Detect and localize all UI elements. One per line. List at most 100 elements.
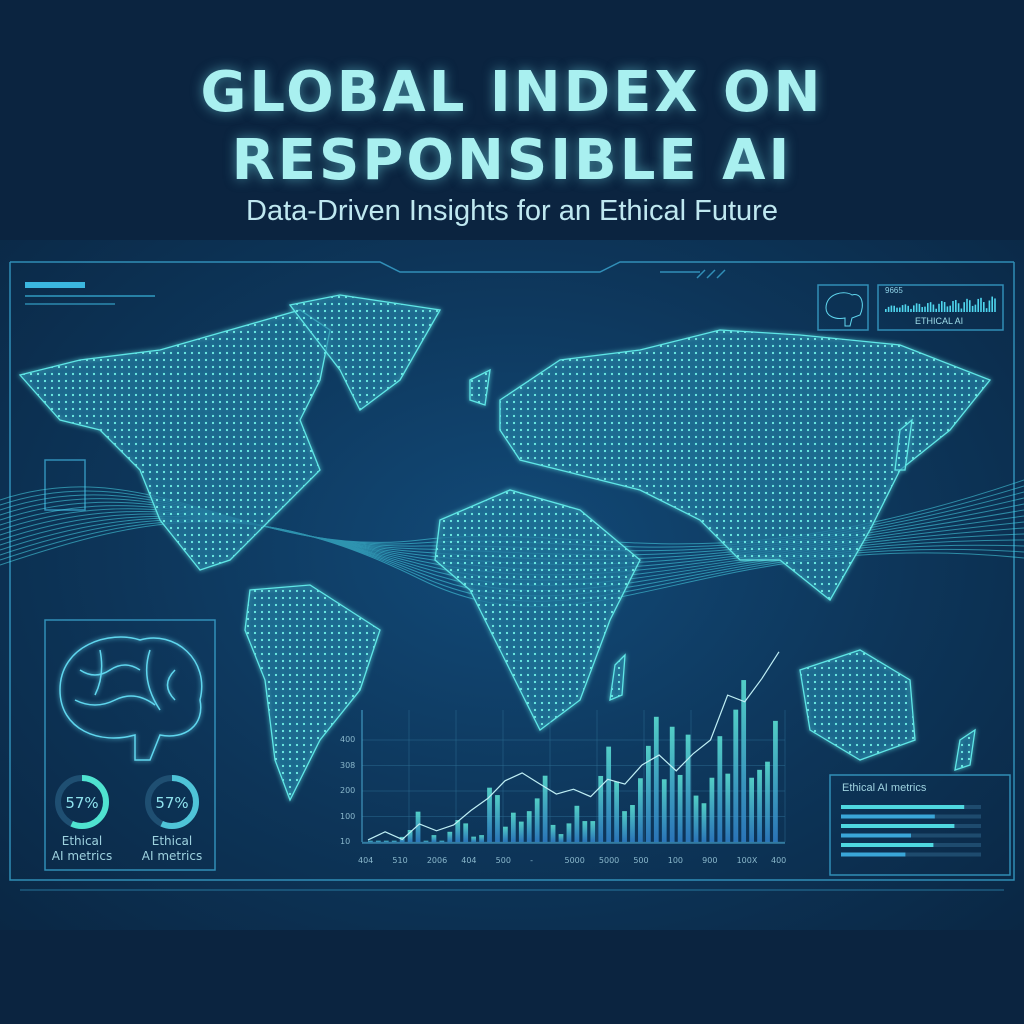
bar xyxy=(550,824,556,842)
bar xyxy=(701,803,707,842)
eurasia xyxy=(499,329,992,601)
bar xyxy=(606,746,612,842)
y-tick-label: 200 xyxy=(340,786,356,795)
spark-bar xyxy=(929,302,932,312)
x-tick-label: 5000 xyxy=(564,856,585,865)
south-america xyxy=(244,584,381,802)
spark-bar xyxy=(960,308,963,312)
spark-bar xyxy=(980,297,982,312)
x-tick-label: 404 xyxy=(358,856,374,865)
bar xyxy=(431,835,437,842)
bar xyxy=(717,736,723,842)
y-tick-label: 308 xyxy=(340,760,356,770)
bar xyxy=(773,720,778,842)
metrics-title: Ethical AI metrics xyxy=(842,782,927,794)
spark-bar xyxy=(901,305,904,312)
spark-bar xyxy=(890,305,893,312)
top-right-label-top: 9665 xyxy=(885,286,903,295)
bar xyxy=(669,726,675,842)
spark-bar xyxy=(946,306,949,312)
new-zealand xyxy=(954,728,976,771)
spark-bar xyxy=(988,300,991,312)
metric-fill xyxy=(841,852,906,857)
bar xyxy=(510,812,516,842)
brain-icon-small xyxy=(825,292,863,327)
bar-chart xyxy=(361,651,786,844)
metric-fill xyxy=(841,824,955,828)
bar xyxy=(598,775,604,842)
bar xyxy=(566,823,572,842)
ring-label-2: AI metrics xyxy=(141,849,203,863)
ring-label-2: AI metrics xyxy=(51,849,113,863)
spark-bar xyxy=(910,308,912,312)
north-america xyxy=(18,309,331,571)
spark-bar xyxy=(935,308,937,312)
uk xyxy=(469,368,491,406)
spark-bar xyxy=(949,305,951,312)
bar xyxy=(622,811,627,842)
ring-label-1: Ethical xyxy=(151,834,193,848)
metric-fill xyxy=(841,805,965,809)
spark-bar xyxy=(969,300,971,312)
bar xyxy=(590,821,596,842)
bar xyxy=(375,840,381,842)
ring-0: 57% Ethical AI metrics xyxy=(52,772,112,863)
ring-fill xyxy=(145,775,199,829)
bar xyxy=(638,778,643,842)
spark-bar xyxy=(921,307,923,312)
spark-bar xyxy=(927,303,929,312)
y-tick-label: 400 xyxy=(340,735,356,744)
japan xyxy=(894,418,913,471)
x-tick-label: 404 xyxy=(461,856,477,865)
africa xyxy=(434,489,641,731)
metric-track xyxy=(841,852,981,857)
bar xyxy=(447,831,453,842)
metrics-bars xyxy=(841,805,981,857)
bar xyxy=(653,716,659,842)
bar xyxy=(368,840,373,842)
bar xyxy=(749,777,754,842)
metric-fill xyxy=(841,833,911,838)
spark-bar xyxy=(952,301,954,312)
metric-fill xyxy=(841,843,934,847)
bar xyxy=(503,826,508,842)
spark-bar xyxy=(943,302,946,312)
brain-icon xyxy=(59,636,203,761)
spark-bar xyxy=(907,305,909,312)
x-tick-label: 2006 xyxy=(426,856,448,865)
spark-bar xyxy=(932,304,935,312)
bar xyxy=(479,835,484,842)
spark-bar xyxy=(991,296,993,312)
bar xyxy=(685,734,691,842)
bar xyxy=(725,773,731,842)
bar xyxy=(558,834,564,842)
bar xyxy=(757,769,762,842)
bar xyxy=(423,840,429,842)
bar xyxy=(463,823,469,842)
top-right-label: ETHICAL AI xyxy=(915,316,964,326)
bar xyxy=(534,798,540,842)
metric-fill xyxy=(841,814,935,819)
bar xyxy=(630,805,635,842)
title-line-2: RESPONSIBLE AI xyxy=(231,128,793,193)
spark-bar xyxy=(924,306,926,312)
bar xyxy=(407,830,413,842)
bar xyxy=(677,774,683,842)
australia xyxy=(799,649,916,761)
spark-bar xyxy=(893,305,895,312)
spark-bar xyxy=(985,308,988,312)
spark-bar xyxy=(994,298,996,312)
spark-bar xyxy=(971,305,974,312)
progress-rings xyxy=(55,775,199,829)
y-tick-label: 100 xyxy=(340,811,356,821)
bar xyxy=(741,680,747,842)
ring-value: 57% xyxy=(155,794,189,812)
y-tick-label: 10 xyxy=(340,837,351,846)
x-tick-label: 900 xyxy=(702,856,718,865)
bar xyxy=(574,805,580,842)
bar xyxy=(693,795,699,842)
spark-bar xyxy=(887,306,890,312)
spark-bar xyxy=(918,303,921,312)
x-tick-label: 100X xyxy=(736,856,758,865)
trend-line xyxy=(367,651,780,841)
